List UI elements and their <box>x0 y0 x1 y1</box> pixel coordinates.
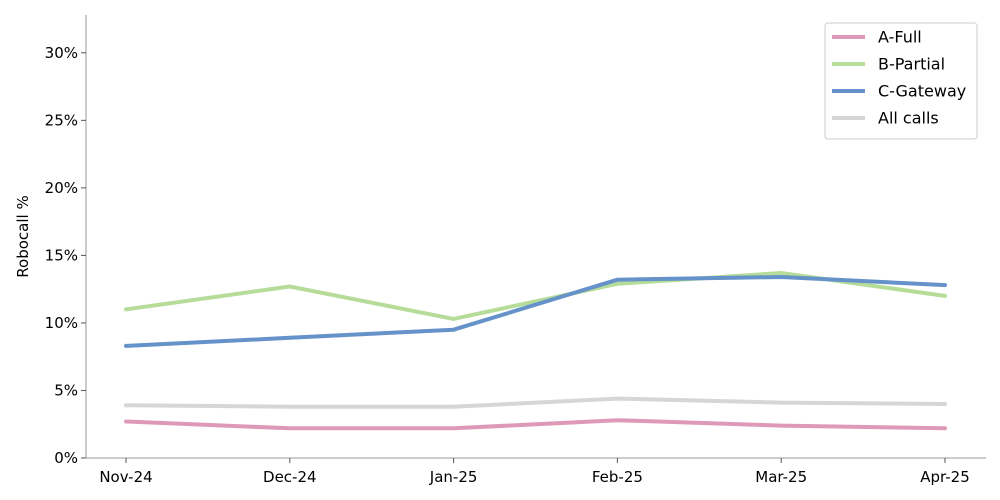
legend-label: All calls <box>878 109 939 128</box>
x-tick-label: Jan-25 <box>429 468 478 486</box>
y-tick-label: 5% <box>54 381 78 399</box>
y-tick-label: 15% <box>45 246 78 264</box>
series-line-c-gateway <box>124 275 947 348</box>
y-tick-label: 20% <box>45 179 78 197</box>
y-tick-label: 30% <box>45 44 78 62</box>
series-line-a-full <box>124 418 947 431</box>
legend: A-Full B-Partial C-Gateway All calls <box>824 22 978 140</box>
x-tick-label: Dec-24 <box>263 468 317 486</box>
y-tick-label: 10% <box>45 314 78 332</box>
axes: 0% 5% 10% 15% 20% 25% 30% Nov-24 Dec-24 Jan-25 Feb… <box>14 15 986 486</box>
legend-box <box>824 22 978 140</box>
x-tick-label: Apr-25 <box>920 468 970 486</box>
y-tick-label: 25% <box>45 111 78 129</box>
y-tick-label: 0% <box>54 449 78 467</box>
legend-label: C-Gateway <box>878 82 966 101</box>
x-tick-label: Mar-25 <box>755 468 807 486</box>
y-axis-title: Robocall % <box>14 195 32 277</box>
legend-label: A-Full <box>878 28 922 47</box>
legend-label: B-Partial <box>878 55 945 74</box>
x-tick-label: Feb-25 <box>592 468 643 486</box>
x-tick-label: Nov-24 <box>99 468 152 486</box>
series-layer <box>124 271 947 431</box>
series-line-all-calls <box>124 396 947 409</box>
